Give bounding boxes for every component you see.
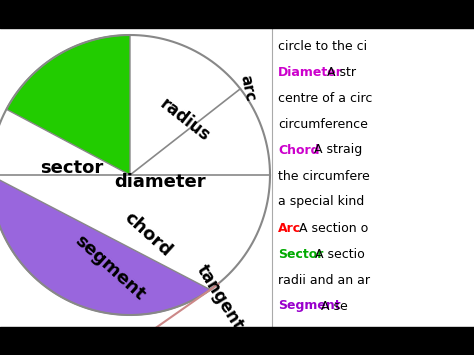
Text: A sectio: A sectio: [311, 247, 365, 261]
Text: circle to the ci: circle to the ci: [278, 39, 367, 53]
Text: diameter: diameter: [114, 173, 206, 191]
Text: tangent: tangent: [193, 262, 247, 334]
Text: sector: sector: [40, 159, 104, 177]
Text: A section o: A section o: [295, 222, 368, 235]
Text: Diameter: Diameter: [278, 66, 343, 78]
Polygon shape: [0, 175, 210, 315]
Text: radius: radius: [156, 95, 214, 145]
Polygon shape: [6, 35, 130, 175]
Text: the circumfere: the circumfere: [278, 169, 370, 182]
Text: centre of a circ: centre of a circ: [278, 92, 373, 104]
Text: radii and an ar: radii and an ar: [278, 273, 370, 286]
Text: Segment: Segment: [278, 300, 341, 312]
Text: segment: segment: [71, 232, 149, 304]
Text: A str: A str: [323, 66, 356, 78]
Text: Chord: Chord: [278, 143, 319, 157]
Text: Arc: Arc: [278, 222, 301, 235]
Text: chord: chord: [121, 208, 175, 260]
Text: a special kind: a special kind: [278, 196, 364, 208]
Text: arc: arc: [238, 73, 258, 103]
Text: Sector: Sector: [278, 247, 323, 261]
Text: A se: A se: [317, 300, 348, 312]
Text: circumference: circumference: [278, 118, 368, 131]
Text: A straig: A straig: [306, 143, 362, 157]
